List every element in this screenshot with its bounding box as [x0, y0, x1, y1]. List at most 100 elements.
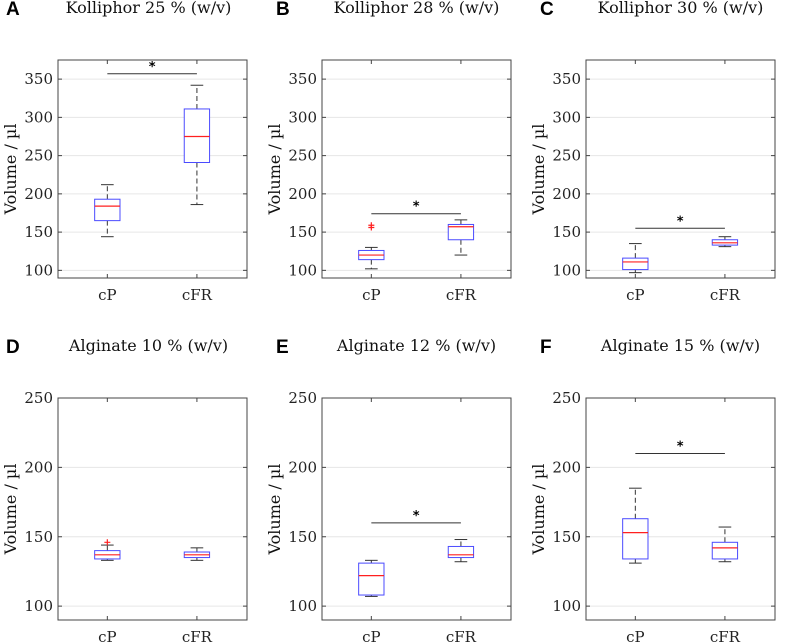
iqr-box — [94, 198, 121, 222]
y-tick-label: 250 — [552, 389, 581, 407]
box-cfr — [447, 219, 475, 256]
panel-a: 100 150 200 250 300 350 cP cFR Volume / µl A Kolli… — [1, 0, 248, 304]
x-tick-label-cfr: cFR — [710, 628, 741, 644]
box-cfr — [711, 236, 739, 248]
iqr-box — [183, 108, 211, 163]
y-tick-label: 150 — [24, 223, 53, 241]
x-tick-label-cfr: cFR — [182, 286, 213, 304]
y-tick-label: 200 — [288, 458, 317, 476]
box-cfr — [447, 539, 475, 563]
x-tick-label-cp: cP — [626, 628, 645, 644]
y-tick-label: 200 — [24, 458, 53, 476]
panel-title: Alginate 10 % (w/v) — [68, 336, 228, 355]
y-axis-label: Volume / µl — [529, 124, 548, 216]
x-tick-label-cp: cP — [98, 628, 117, 644]
panel-letter: A — [6, 0, 20, 20]
y-tick-label: 300 — [24, 108, 53, 126]
axes-frame — [321, 59, 512, 279]
y-tick-label: 300 — [552, 108, 581, 126]
significance-star: * — [413, 509, 420, 524]
panel-b: 100 150 200 250 300 350 cP cFR Volume / µl B Kolli… — [265, 0, 512, 304]
panel-title: Kolliphor 28 % (w/v) — [334, 0, 500, 17]
x-tick-label-cp: cP — [362, 286, 381, 304]
panel-title: Kolliphor 25 % (w/v) — [66, 0, 232, 17]
y-tick-label: 150 — [24, 528, 53, 546]
axes-frame — [585, 59, 776, 279]
significance-star: * — [677, 440, 684, 455]
iqr-box — [711, 541, 739, 560]
y-axis-label: Volume / µl — [265, 124, 284, 216]
significance-star: * — [677, 214, 684, 229]
y-tick-label: 250 — [288, 147, 317, 165]
significance-star: * — [413, 200, 420, 215]
y-tick-label: 150 — [288, 223, 317, 241]
y-tick-label: 100 — [288, 597, 317, 615]
panel-title: Alginate 12 % (w/v) — [336, 336, 496, 355]
box-cp — [622, 243, 649, 274]
iqr-box — [447, 223, 475, 241]
iqr-box — [447, 545, 475, 559]
y-tick-label: 250 — [24, 389, 53, 407]
panel-title: Kolliphor 30 % (w/v) — [598, 0, 764, 17]
axes-frame — [585, 397, 776, 621]
panel-c: 100 150 200 250 300 350 cP cFR Volume / µl C Kolli… — [529, 0, 776, 304]
iqr-box — [358, 562, 385, 596]
panel-letter: D — [6, 337, 20, 358]
box-cp — [622, 487, 649, 564]
x-tick-label-cp: cP — [98, 286, 117, 304]
panel-letter: B — [276, 0, 290, 20]
y-tick-label: 200 — [24, 185, 53, 203]
panel-letter: F — [540, 337, 552, 358]
panel-e: 100 150 200 250 cP cFR Volume / µl E Alginate 12… — [265, 336, 512, 644]
y-tick-label: 200 — [288, 185, 317, 203]
iqr-box — [622, 257, 649, 271]
panel-letter: C — [540, 0, 554, 20]
y-tick-label: 100 — [24, 261, 53, 279]
y-axis-label: Volume / µl — [1, 464, 20, 556]
y-tick-label: 250 — [24, 147, 53, 165]
panel-letter: E — [276, 337, 289, 358]
y-tick-label: 350 — [552, 70, 581, 88]
y-tick-label: 150 — [552, 528, 581, 546]
axes-frame — [57, 59, 248, 279]
y-tick-label: 350 — [24, 70, 53, 88]
axes-frame — [321, 397, 512, 621]
y-tick-label: 200 — [552, 458, 581, 476]
significance-star: * — [149, 60, 156, 75]
box-cp — [358, 222, 385, 270]
box-cp — [94, 539, 121, 561]
panel-d: 100 150 200 250 cP cFR Volume / µl D Alginate 10… — [1, 336, 248, 644]
y-tick-label: 300 — [288, 108, 317, 126]
y-tick-label: 150 — [288, 528, 317, 546]
x-tick-label-cfr: cFR — [710, 286, 741, 304]
y-tick-label: 250 — [552, 147, 581, 165]
outlier-marker — [104, 539, 111, 546]
y-tick-label: 100 — [288, 261, 317, 279]
box-cfr — [183, 84, 211, 206]
axes-frame — [57, 397, 248, 621]
y-tick-label: 200 — [552, 185, 581, 203]
x-tick-label-cp: cP — [362, 628, 381, 644]
y-axis-label: Volume / µl — [265, 464, 284, 556]
y-tick-label: 250 — [288, 389, 317, 407]
box-cp — [94, 184, 121, 238]
panel-title: Alginate 15 % (w/v) — [600, 336, 760, 355]
y-tick-label: 350 — [288, 70, 317, 88]
box-cfr — [711, 526, 739, 563]
outlier-marker — [368, 222, 375, 229]
x-tick-label-cfr: cFR — [182, 628, 213, 644]
y-axis-label: Volume / µl — [1, 124, 20, 216]
y-tick-label: 150 — [552, 223, 581, 241]
x-tick-label-cfr: cFR — [446, 628, 477, 644]
box-cfr — [183, 547, 211, 561]
box-cp — [358, 559, 385, 597]
y-tick-label: 100 — [552, 597, 581, 615]
panel-f: 100 150 200 250 cP cFR Volume / µl F Alginate 15… — [529, 336, 776, 644]
x-tick-label-cp: cP — [626, 286, 645, 304]
y-axis-label: Volume / µl — [529, 464, 548, 556]
y-tick-label: 100 — [24, 597, 53, 615]
x-tick-label-cfr: cFR — [446, 286, 477, 304]
y-tick-label: 100 — [552, 261, 581, 279]
iqr-box — [622, 518, 649, 560]
